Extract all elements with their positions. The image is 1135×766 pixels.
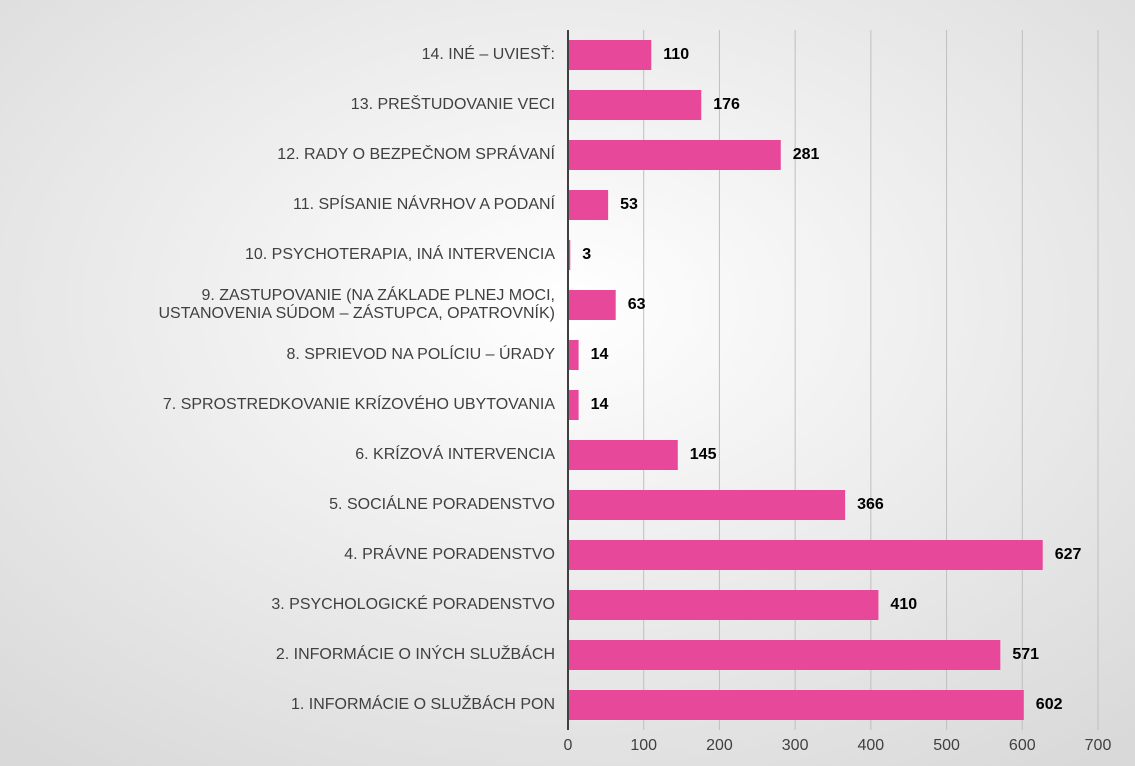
bar	[568, 140, 781, 170]
x-tick-label: 400	[858, 737, 885, 754]
y-tick-label: 1. INFORMÁCIE O SLUŽBÁCH PON	[291, 694, 555, 713]
x-tick-label: 300	[782, 737, 809, 754]
bar	[568, 690, 1024, 720]
value-label: 366	[857, 496, 884, 513]
bar	[568, 90, 702, 120]
y-tick-label: 9. ZASTUPOVANIE (NA ZÁKLADE PLNEJ MOCI, U…	[159, 285, 556, 322]
y-tick-label: 7. SPROSTREDKOVANIE KRÍZOVÉHO UBYTOVANIA	[163, 394, 555, 413]
value-label: 571	[1012, 646, 1039, 663]
x-tick-label: 600	[1009, 737, 1036, 754]
bar	[568, 390, 579, 420]
y-tick-label: 5. SOCIÁLNE PORADENSTVO	[329, 494, 555, 513]
y-tick-label: 10. PSYCHOTERAPIA, INÁ INTERVENCIA	[245, 244, 555, 263]
bar	[568, 190, 609, 220]
bar	[568, 640, 1001, 670]
y-tick-label: 3. PSYCHOLOGICKÉ PORADENSTVO	[271, 594, 555, 613]
y-tick-label: 6. KRÍZOVÁ INTERVENCIA	[355, 444, 555, 463]
bar	[568, 40, 652, 70]
value-label: 281	[793, 146, 820, 163]
value-label: 627	[1055, 546, 1082, 563]
value-label: 63	[628, 296, 646, 313]
y-tick-label: 12. RADY O BEZPEČNOM SPRÁVANÍ	[277, 144, 555, 163]
y-tick-label: 11. SPÍSANIE NÁVRHOV A PODANÍ	[293, 194, 556, 213]
x-tick-label: 100	[630, 737, 657, 754]
bar	[568, 540, 1043, 570]
value-label: 14	[591, 396, 609, 413]
value-label: 53	[620, 196, 638, 213]
bar	[568, 440, 678, 470]
x-tick-label: 700	[1085, 737, 1112, 754]
value-label: 602	[1036, 696, 1063, 713]
y-tick-label: 13. PREŠTUDOVANIE VECI	[351, 94, 555, 113]
value-label: 410	[890, 596, 917, 613]
bar	[568, 340, 579, 370]
value-label: 145	[690, 446, 717, 463]
bar	[568, 240, 571, 270]
y-tick-label: 4. PRÁVNE PORADENSTVO	[344, 544, 555, 563]
value-label: 110	[663, 46, 689, 63]
value-label: 14	[591, 346, 609, 363]
bar	[568, 490, 846, 520]
value-label: 3	[582, 246, 591, 263]
value-label: 176	[713, 96, 740, 113]
bar	[568, 290, 616, 320]
x-tick-label: 500	[933, 737, 960, 754]
y-tick-label: 14. INÉ – UVIESŤ:	[422, 44, 555, 63]
bar	[568, 590, 879, 620]
x-tick-label: 0	[564, 737, 573, 754]
y-tick-label: 8. SPRIEVOD NA POLÍCIU – ÚRADY	[286, 344, 555, 363]
y-tick-label: 2. INFORMÁCIE O INÝCH SLUŽBÁCH	[276, 644, 555, 663]
x-tick-label: 200	[706, 737, 733, 754]
